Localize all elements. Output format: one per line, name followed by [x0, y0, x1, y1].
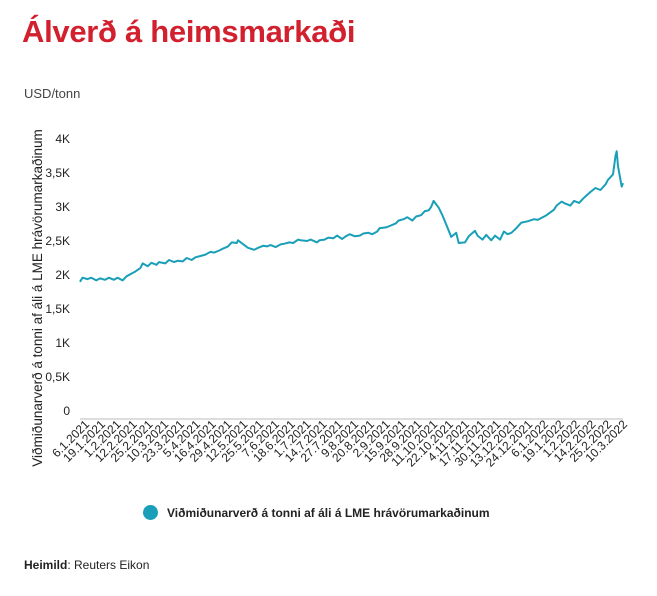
legend-label: Viðmiðunarverð á tonni af áli á LME hráv… [167, 505, 490, 520]
y-tick-label: 2,5K [45, 234, 70, 248]
source-value: : Reuters Eikon [67, 558, 150, 572]
unit-label: USD/tonn [24, 86, 81, 101]
y-tick-label: 2K [55, 268, 70, 282]
y-tick-label: 3K [55, 200, 70, 214]
legend-marker [143, 505, 158, 520]
source-note: Heimild: Reuters Eikon [24, 558, 149, 572]
series-line [79, 150, 624, 283]
source-key: Heimild [24, 558, 68, 572]
y-tick-label: 0,5K [45, 370, 70, 384]
y-tick-label: 4K [55, 132, 70, 146]
line-chart: 0 0,5K 1K 1,5K 2K 2,5K 3K 3,5K 4K 6.1.202119.1.2… [30, 129, 630, 470]
legend: Viðmiðunarverð á tonni af áli á LME hráv… [143, 505, 490, 520]
y-tick-label: 0 [63, 404, 70, 418]
y-tick-label: 3,5K [45, 166, 70, 180]
x-tick-labels: 6.1.202119.1.20211.2.202112.2.202125.2.2… [49, 417, 630, 470]
y-axis-title: Viðmiðunarverð á tonni af áli á LME hráv… [30, 129, 45, 466]
y-tick-label: 1,5K [45, 302, 70, 316]
chart-title: Álverð á heimsmarkaði [22, 14, 356, 49]
y-tick-labels: 0 0,5K 1K 1,5K 2K 2,5K 3K 3,5K 4K [45, 132, 70, 418]
y-tick-label: 1K [55, 336, 70, 350]
